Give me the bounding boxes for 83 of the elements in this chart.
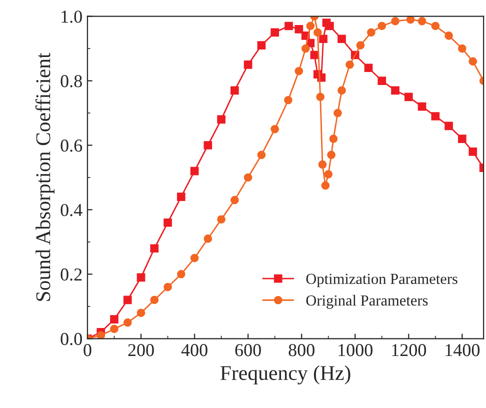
y-tick-label: 0.4: [60, 204, 82, 216]
point: [190, 254, 199, 262]
point: [406, 16, 415, 24]
y-tick-label: 0.2: [60, 268, 82, 281]
point: [319, 34, 328, 44]
point: [257, 150, 266, 160]
y-tick-label: 1.0: [62, 10, 82, 23]
point: [204, 234, 212, 243]
point: [294, 25, 304, 34]
point: [257, 41, 266, 50]
y-axis-title: Sound Absorption Coefficient: [35, 52, 54, 301]
point: [334, 108, 342, 118]
point: [458, 44, 466, 53]
point: [176, 192, 186, 201]
point: [316, 92, 324, 102]
y-tick-label: 0.0: [60, 332, 82, 346]
point: [338, 86, 346, 95]
x-tick-label: 200: [128, 344, 154, 356]
point: [176, 270, 186, 278]
x-tick-label: 600: [235, 344, 261, 356]
point: [378, 22, 386, 30]
point: [123, 296, 132, 304]
point: [294, 66, 304, 76]
point: [110, 324, 118, 334]
point: [318, 160, 327, 169]
point: [418, 102, 426, 111]
point: [306, 22, 315, 30]
point: [136, 308, 146, 318]
point: [321, 181, 330, 190]
point: [404, 92, 413, 102]
point: [204, 141, 212, 150]
point: [468, 57, 478, 66]
x-tick-label: 800: [288, 344, 314, 356]
point: [418, 16, 426, 26]
point: [164, 218, 172, 227]
y-tick-label: 0.6: [60, 140, 82, 152]
point: [136, 273, 146, 282]
y-tick-label: 0.8: [60, 75, 82, 88]
x-tick-label: 1400: [446, 344, 480, 356]
point: [150, 296, 159, 304]
point: [270, 28, 279, 37]
legend-label: Optimization Parameters: [306, 274, 458, 288]
point: [431, 112, 440, 120]
point: [244, 60, 252, 69]
point: [244, 173, 252, 182]
point: [356, 41, 365, 50]
point: [391, 16, 400, 26]
point: [110, 315, 118, 324]
point: [327, 150, 336, 160]
point: [217, 215, 226, 224]
point: [346, 60, 354, 69]
point: [367, 28, 376, 37]
point: [458, 134, 466, 143]
point: [468, 148, 478, 156]
point: [431, 22, 440, 30]
point: [284, 96, 292, 104]
point: [326, 22, 334, 30]
point: [217, 115, 226, 124]
point: [230, 86, 239, 95]
point: [313, 28, 322, 37]
x-tick-label: 1200: [392, 344, 426, 356]
x-tick-label: 0: [84, 344, 92, 356]
x-tick-label: 400: [181, 344, 208, 356]
point: [444, 31, 453, 40]
point: [301, 44, 310, 53]
point: [270, 124, 279, 134]
point: [284, 22, 293, 30]
point: [190, 166, 199, 176]
point: [329, 134, 338, 143]
point: [150, 244, 159, 253]
point: [391, 86, 400, 95]
point: [324, 170, 333, 178]
point: [123, 318, 132, 327]
x-tick-label: 1000: [338, 344, 372, 356]
point: [378, 76, 386, 85]
legend-label: Original Parameters: [306, 294, 428, 309]
point: [164, 282, 172, 292]
point: [230, 196, 239, 204]
point: [338, 34, 346, 44]
point: [364, 64, 373, 72]
point: [444, 122, 453, 130]
x-axis-title: Frequency (Hz): [220, 365, 350, 384]
point: [96, 331, 106, 339]
